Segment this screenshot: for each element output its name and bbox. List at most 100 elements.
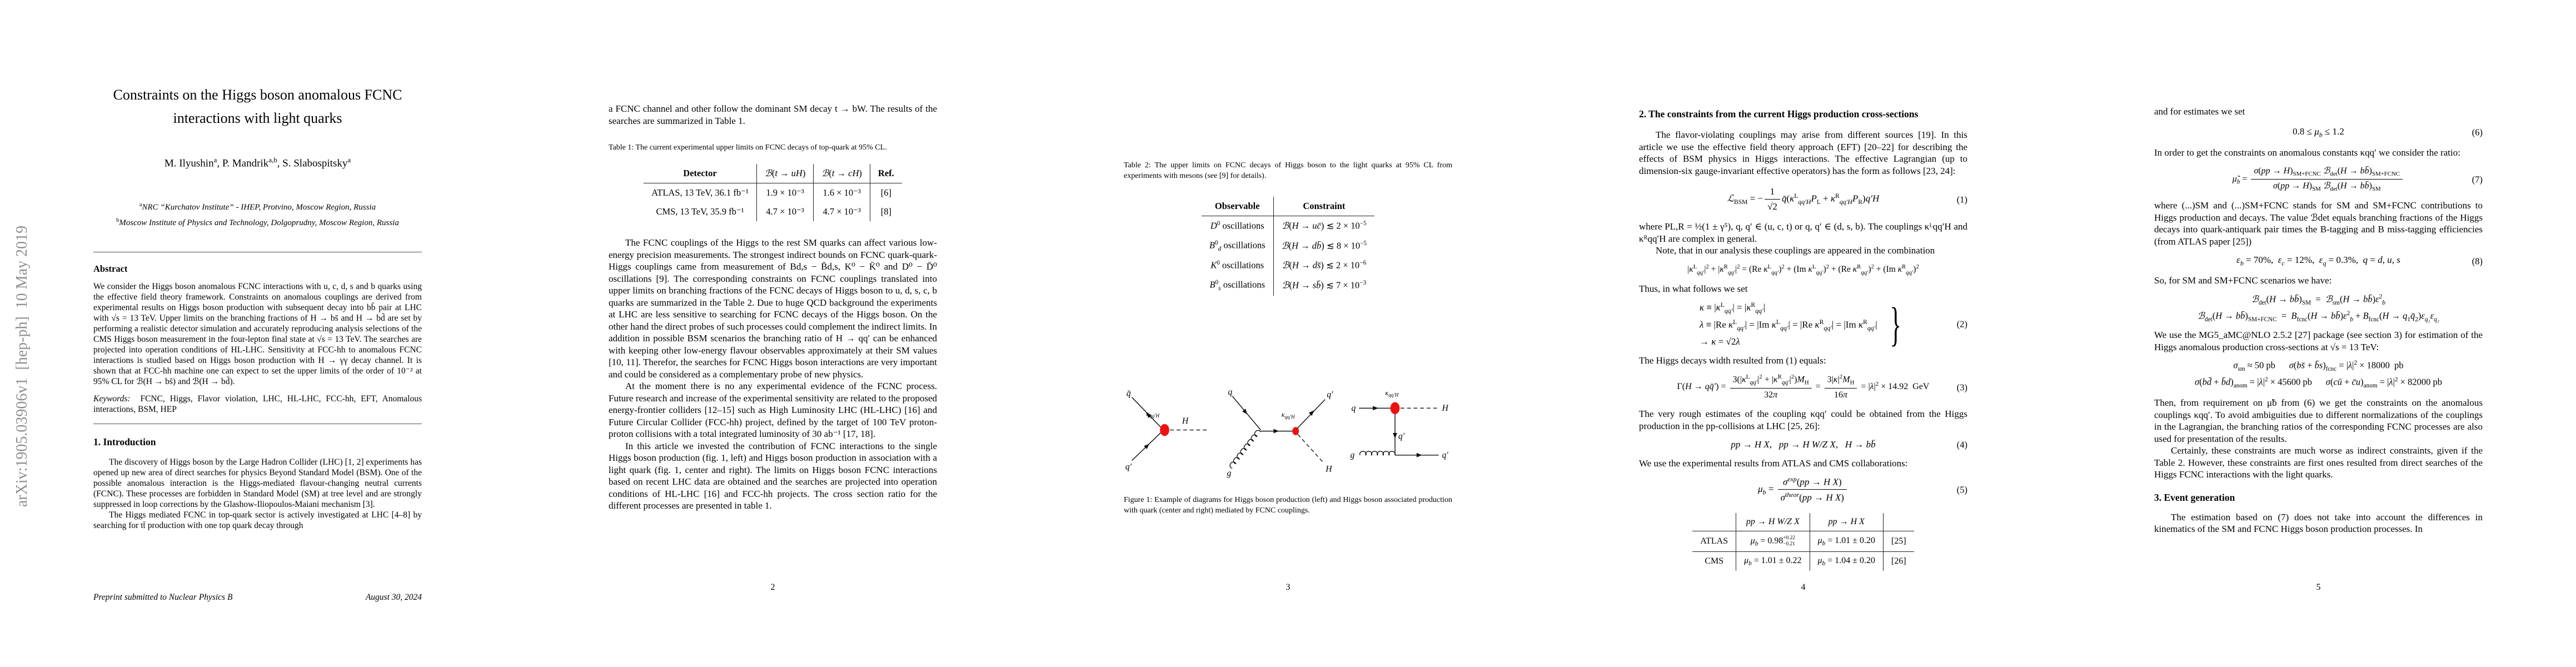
paragraph: where PL,R = ½(1 ± γ⁵), q, q′ ∈ (u, c, t… — [1639, 221, 1967, 244]
equation-tag: (8) — [2472, 256, 2483, 267]
label-gluon: g — [1227, 469, 1231, 478]
footer-date: August 30, 2024 — [365, 593, 422, 602]
equation-tag: (6) — [2472, 127, 2483, 138]
feynman-diagram-left: q̄ q′ κqq′H H — [1125, 389, 1208, 471]
table-cell: μb = 1.04 ± 0.20 — [1809, 551, 1884, 571]
paragraph: The estimation based on (7) does not tak… — [2154, 511, 2483, 535]
page-2: a FCNC channel and other follow the domi… — [515, 0, 1030, 667]
keywords: Keywords: FCNC, Higgs, Flavor violation,… — [93, 394, 424, 415]
table-row: CMS, 13 TeV, 35.9 fb⁻¹ 4.7 × 10⁻³ 4.7 × … — [644, 202, 902, 221]
table-row: B0d oscillations ℬ(H → db̄) ≲ 8 × 10−5 — [1202, 235, 1375, 256]
table-1: Detector ℬ(t → uH) ℬ(t → cH) Ref. ATLAS,… — [644, 164, 902, 221]
table-cell: [25] — [1882, 531, 1914, 552]
arrow-icon — [1308, 410, 1314, 416]
equation-tag: (7) — [2472, 173, 2483, 185]
label-kappa: κqq′H — [1146, 410, 1160, 419]
paper-title-line-1: Constraints on the Higgs boson anomalous… — [113, 87, 402, 103]
equation-1: ℒBSM = −1 √2 q̄(κLqq′HPL + κRqq′HPR)q′H (1… — [1727, 186, 1967, 212]
table-cell: μb = 1.01 ± 0.22 — [1736, 551, 1810, 571]
paragraph: Then, from requirement on μ̃b from (6) w… — [2154, 397, 2483, 444]
table1-header-btuh: ℬ(t → uH) — [756, 164, 814, 183]
arrow-icon — [1242, 408, 1248, 414]
label-qprime: q′ — [1327, 390, 1333, 399]
paragraph: The FCNC couplings of the Higgs to the r… — [609, 237, 937, 380]
table-row: CMS μb = 1.01 ± 0.22 μb = 1.04 ± 0.20 [2… — [1692, 551, 1914, 571]
table-cell: ℬ(H → sb̄) ≲ 7 × 10−3 — [1273, 275, 1375, 296]
label-qprime: q′ — [1125, 462, 1132, 471]
table-cell: 1.9 × 10⁻³ — [756, 183, 814, 202]
paragraph: In order to get the constraints on anoma… — [2154, 147, 2460, 158]
table-row: ATLAS μb = 0.98 +0.22 −0.21 μb = 1.01 ± 0.… — [1692, 531, 1914, 552]
arrow-icon — [1144, 443, 1149, 449]
higgs-dashed-line — [1297, 434, 1324, 463]
label-kappa: κqq′H — [1282, 411, 1296, 420]
label-qprime: q′ — [1442, 450, 1449, 460]
table-header-hx: pp → H X — [1809, 513, 1884, 532]
label-qbar: q̄ — [1127, 389, 1131, 398]
page-number-4: 4 — [1801, 583, 1806, 592]
intro-paragraph-1: The discovery of Higgs boson by the Larg… — [93, 457, 422, 510]
equation-2: κ ≡ |κLqq′| = |κRqq′| λ ≡ |Re κLqq′| = |… — [1700, 297, 1967, 351]
table-row: B0s oscillations ℬ(H → sb̄) ≲ 7 × 10−3 — [1202, 275, 1375, 296]
table-cell: 4.7 × 10⁻³ — [756, 202, 814, 221]
page-number-5: 5 — [2316, 583, 2321, 592]
table-cell-empty — [1692, 513, 1736, 532]
equation-5: μb = σexp(pp → H X) σtheor(pp → H X) (5) — [1758, 475, 1967, 504]
paragraph: a FCNC channel and other follow the domi… — [609, 103, 937, 126]
table-cell: B0d oscillations — [1209, 239, 1265, 252]
table-cell: ATLAS, 13 TeV, 36.1 fb⁻¹ — [651, 187, 749, 198]
paragraph: We use the MG5_aMC@NLO 2.5.2 [27] packag… — [2154, 330, 2483, 352]
table-1-caption: Table 1: The current experimental upper … — [609, 143, 887, 152]
label-q: q — [1351, 404, 1356, 413]
table-cell: ℬ(H → uc̄) ≲ 2 × 10−5 — [1273, 216, 1375, 236]
label-qprime: q′ — [1398, 431, 1405, 441]
equation-tag: (3) — [1956, 381, 1967, 392]
equation-6: 0.8 ≤ μb ≤ 1.2 (6) — [2293, 126, 2483, 138]
paper-title-line-2: interactions with light quarks — [173, 110, 342, 126]
equation-bdet: ℬdet(H → bb̄)SM = ℬsm(H → bb̄)ε2b ℬdet(H… — [2197, 293, 2439, 323]
label-q: q — [1228, 387, 1232, 397]
table-row: K0 oscillations ℬ(H → ds̄) ≲ 2 × 10−6 — [1202, 256, 1375, 275]
table-cell: μb = 1.01 ± 0.20 — [1809, 531, 1884, 552]
table1-header-btch: ℬ(t → cH) — [813, 164, 870, 183]
table-row: Observable Constraint — [1201, 197, 1375, 216]
paragraph: and for estimates we set — [2154, 106, 2245, 117]
arrow-icon — [1393, 432, 1397, 439]
paragraph: where (...)SM and (...)SM+FCNC stands fo… — [2154, 200, 2483, 247]
equation-8: εb = 70%, εc = 12%, εq = 0.3%, q = d, u,… — [2236, 255, 2483, 267]
equation-tag: (5) — [1956, 484, 1967, 495]
table-header-hwzx: pp → H W/Z X — [1736, 513, 1810, 532]
paragraph: Thus, in what follows we set — [1639, 283, 1748, 295]
equation-7: μ̃b = σ(pp → H)SM+FCNC ℬdet(H → bb̄)SM+F… — [2232, 166, 2483, 193]
paragraph: Certainly, these constraints are much wo… — [2154, 445, 2483, 480]
page-5: and for estimates we set 0.8 ≤ μb ≤ 1.2 … — [2061, 0, 2576, 667]
affiliation-a: aNRC “Kurchatov Institute” - IHEP, Protv… — [139, 202, 376, 212]
table-cell: K0 oscillations — [1210, 260, 1264, 271]
paragraph: In this article we invested the contribu… — [609, 440, 937, 511]
section-2-heading: 2. The constraints from the current Higg… — [1639, 108, 1919, 120]
label-gluon: g — [1350, 450, 1354, 460]
arrow-icon — [1416, 452, 1422, 457]
table-cell: [8] — [869, 202, 902, 221]
paragraph: The flavor-violating couplings may arise… — [1639, 130, 1967, 176]
table-row: pp → H W/Z X pp → H X — [1692, 513, 1914, 532]
equation-tag: (4) — [1956, 439, 1967, 450]
label-higgs: H — [1182, 416, 1189, 425]
table-cell-empty — [1882, 513, 1914, 532]
table-cell: [26] — [1882, 551, 1914, 571]
label-kappa: κqq′H — [1385, 389, 1399, 398]
arrow-icon — [1146, 412, 1152, 418]
arxiv-stamp: arXiv:1905.03906v1 [hep-ph] 10 May 2019 — [13, 225, 31, 507]
authors: M. Ilyushina, P. Mandrika,b, S. Slabospi… — [164, 156, 351, 170]
table-cell: 4.7 × 10⁻³ — [813, 202, 870, 221]
page-3: Table 2: The upper limits on FCNC decays… — [1030, 0, 1546, 667]
equation-combination: |κLqq′|2 + |κRqq′|2 = (Re κLqq′)2 + (Im … — [1687, 263, 1919, 276]
equation-cross-sections: σsm ≈ 50 pb σ(bs̄ + b̄s)fcnc = |λ|2 × 18… — [2195, 360, 2442, 390]
table-row: D0 oscillations ℬ(H → uc̄) ≲ 2 × 10−5 — [1202, 216, 1375, 236]
paragraph: We use the experimental results from ATL… — [1639, 458, 1908, 469]
table-cell: CMS — [1705, 556, 1724, 566]
page-number-2: 2 — [770, 583, 775, 592]
equation-4: pp → H X, pp → H W/Z X, H → bb̄ (4) — [1731, 439, 1967, 450]
table-cell: [6] — [869, 183, 902, 202]
